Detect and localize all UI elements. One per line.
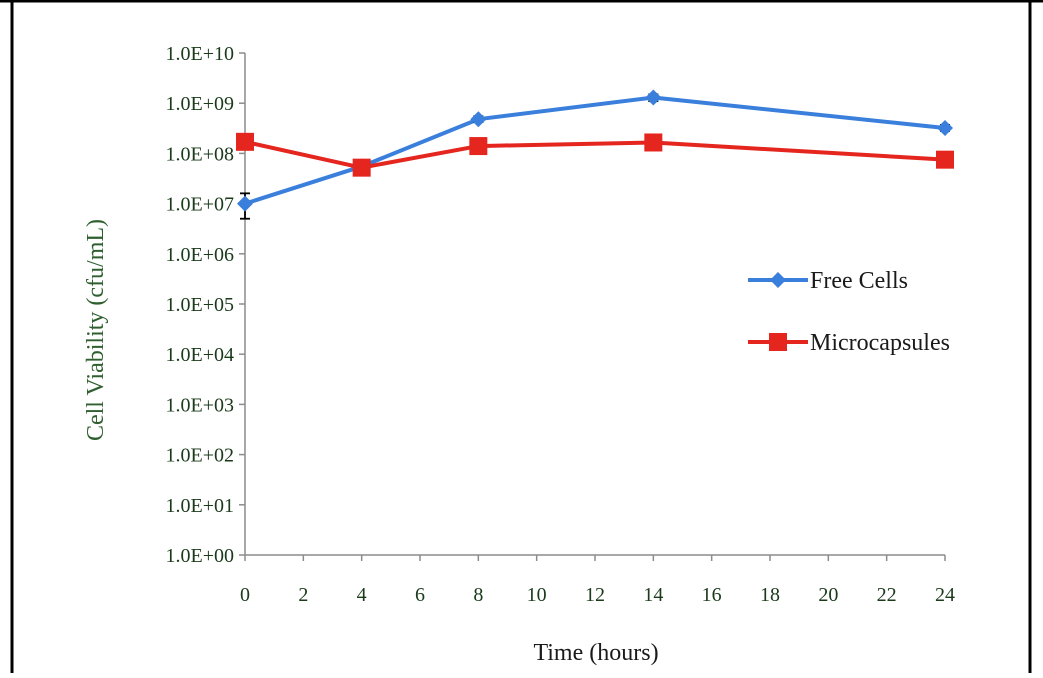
legend-marker (770, 272, 786, 288)
y-tick-label: 1.0E+05 (166, 294, 235, 316)
legend-marker (769, 333, 787, 351)
x-tick-label: 2 (298, 584, 308, 606)
x-tick-label: 10 (527, 584, 547, 606)
x-tick-label: 6 (415, 584, 425, 606)
data-point (470, 111, 487, 128)
x-tick-label: 18 (760, 584, 780, 606)
x-tick-label: 8 (473, 584, 483, 606)
x-tick-label: 16 (702, 584, 722, 606)
y-axis-title: Cell Viability (cfu/mL) (83, 219, 109, 441)
y-tick-label: 1.0E+08 (166, 143, 235, 165)
data-point (237, 195, 253, 212)
data-point (936, 150, 954, 169)
legend-label: Free Cells (810, 268, 908, 294)
series-microcapsules (236, 132, 954, 177)
data-point (236, 132, 254, 151)
data-point (644, 133, 663, 152)
y-tick-label: 1.0E+00 (166, 545, 235, 567)
y-tick-label: 1.0E+06 (166, 244, 235, 266)
x-tick-label: 4 (357, 584, 367, 606)
x-tick-label: 20 (818, 584, 838, 606)
y-tick-label: 1.0E+03 (166, 394, 235, 416)
x-tick-label: 12 (585, 584, 605, 606)
x-tick-label: 24 (935, 584, 955, 606)
y-tick-label: 1.0E+09 (166, 93, 235, 115)
x-tick-label: 14 (643, 584, 663, 606)
series-layer (236, 89, 954, 220)
data-point (352, 158, 371, 177)
legend-label: Microcapsules (810, 330, 950, 356)
x-axis-title: Time (hours) (533, 640, 658, 666)
x-tick-label: 22 (877, 584, 897, 606)
y-tick-label: 1.0E+10 (166, 43, 235, 65)
data-point (469, 137, 488, 156)
series-line (244, 139, 946, 170)
y-tick-label: 1.0E+04 (166, 344, 235, 366)
legend: Free Cells Microcapsules (748, 268, 950, 356)
data-point (937, 120, 953, 137)
y-tick-label: 1.0E+07 (166, 194, 235, 216)
x-tick-label: 0 (240, 584, 250, 606)
axes: 1.0E+00 1.0E+01 1.0E+02 1.0E+03 1.0E+04 1.0E+… (166, 43, 956, 606)
series-line (244, 95, 946, 206)
y-tick-label: 1.0E+01 (166, 495, 235, 517)
data-point (645, 89, 662, 106)
y-tick-label: 1.0E+02 (166, 445, 235, 467)
